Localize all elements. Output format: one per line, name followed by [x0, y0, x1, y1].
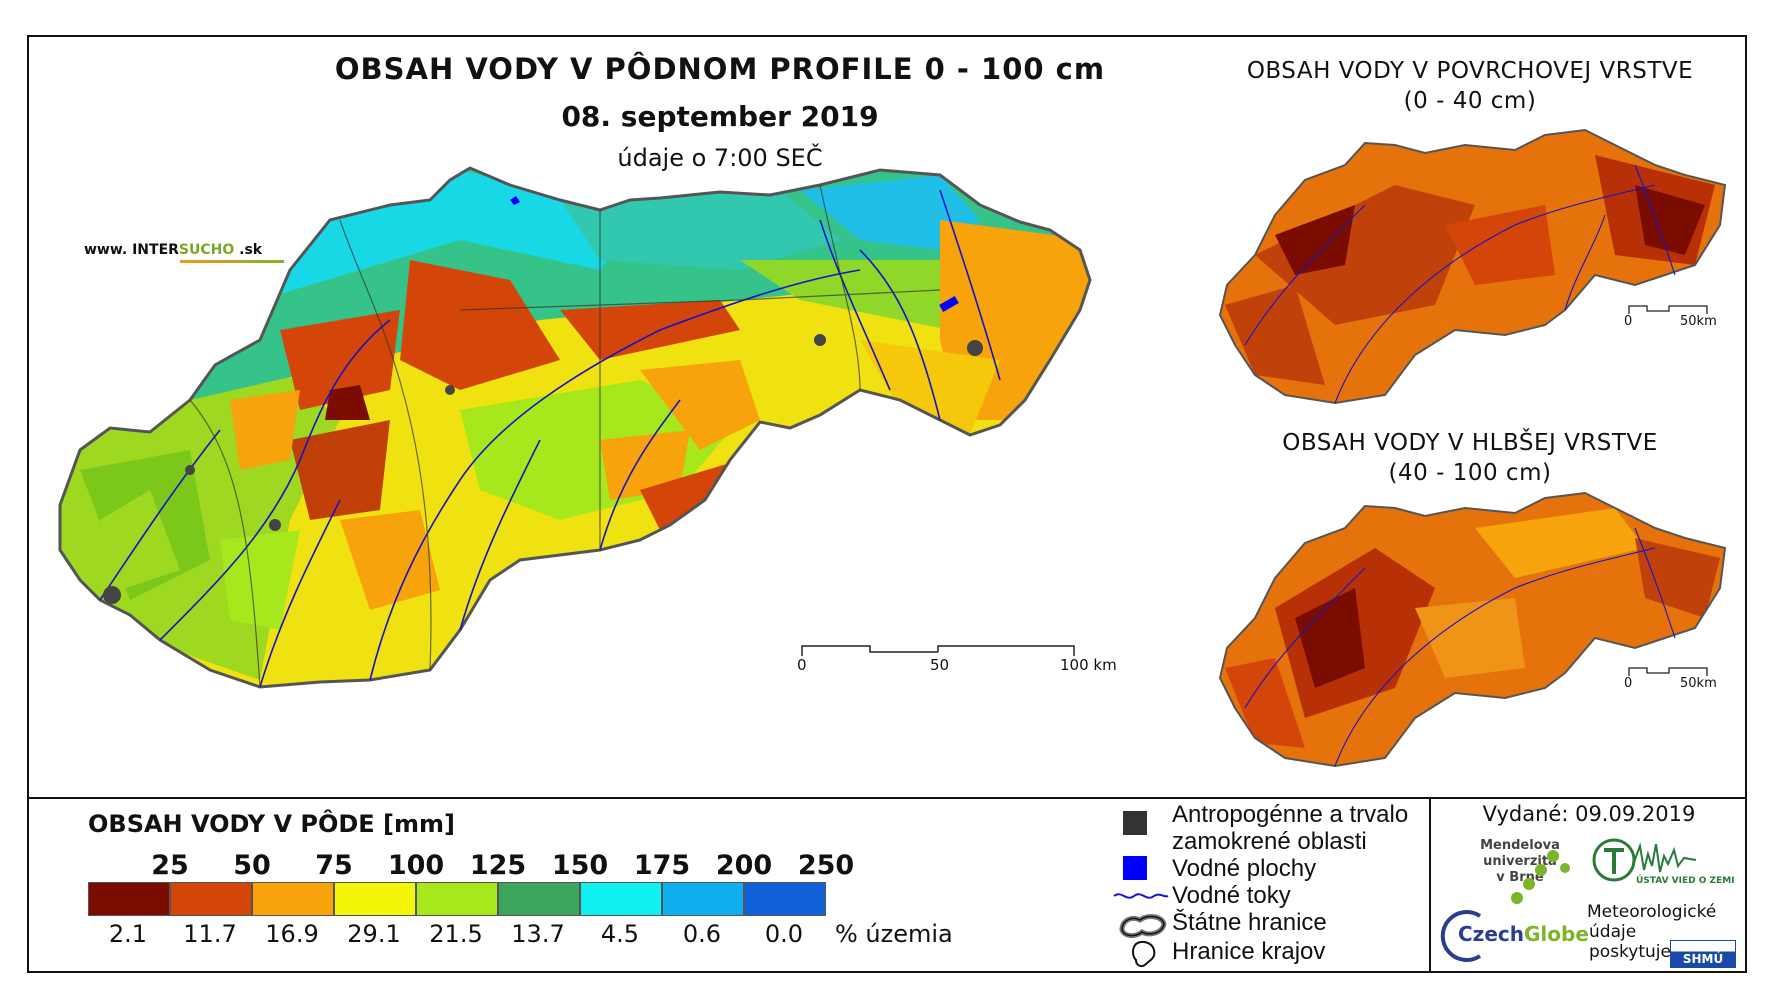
map-date: 08. september 2019: [561, 100, 879, 133]
website-suffix: .sk: [234, 242, 263, 258]
legend-threshold-label: 25: [151, 850, 189, 881]
footer-divider: [27, 797, 1747, 799]
key-label-antropogenne: Antropogénne a trvalo zamokrené oblasti: [1172, 801, 1409, 855]
uvoz-logo-text: ÚSTAV VIED O ZEMI: [1636, 876, 1735, 886]
legend-threshold-label: 150: [551, 850, 609, 881]
inset-deep-scale-50: 50km: [1680, 676, 1717, 691]
legend-percentage-label: 16.9: [265, 920, 319, 948]
website-label: www. INTERSUCHO .sk: [84, 242, 284, 263]
legend-title: OBSAH VODY V PÔDE [mm]: [88, 810, 456, 838]
legend-percentage-label: 0.0: [764, 920, 804, 948]
legend-threshold-label: 125: [469, 850, 527, 881]
inset-surface-scale: [1628, 305, 1708, 314]
region-border-icon: [1132, 941, 1156, 968]
website-prefix: www. INTER: [84, 242, 179, 258]
legend-threshold-label: 75: [315, 850, 353, 881]
map-frame: [27, 35, 1747, 973]
legend-color-box: [170, 882, 252, 916]
map-title: OBSAH VODY V PÔDNOM PROFILE 0 - 100 cm: [334, 52, 1106, 86]
scale-label-0: 0: [797, 656, 807, 674]
legend-color-box: [334, 882, 416, 916]
inset-surface-scale-0: 0: [1624, 314, 1633, 329]
meteo-provider-text: Meteorologické údaje poskytuje:: [1587, 902, 1717, 962]
legend-percentage-label: 21.5: [429, 920, 483, 948]
legend-color-box: [580, 882, 662, 916]
mendel-dots-logo: [1511, 850, 1570, 904]
inset-surface-scale-50: 50km: [1680, 314, 1717, 329]
legend-unit: % územia: [835, 920, 953, 948]
inset-surface-title: OBSAH VODY V POVRCHOVEJ VRSTVE (0 - 40 c…: [1246, 58, 1694, 114]
key-label-vodne-toky: Vodné toky: [1172, 882, 1291, 909]
inset-deep-scale-0: 0: [1624, 676, 1633, 691]
data-time-note: údaje o 7:00 SEČ: [617, 144, 823, 172]
legend-color-box: [662, 882, 744, 916]
river-line-icon: [1113, 893, 1169, 899]
legend-color-box: [252, 882, 334, 916]
scale-label-50: 50: [930, 656, 950, 674]
legend-threshold-label: 200: [715, 850, 773, 881]
legend-threshold-label: 175: [633, 850, 691, 881]
legend-percentage-label: 4.5: [600, 920, 640, 948]
issued-date: Vydané: 09.09.2019: [1482, 802, 1696, 826]
main-soil-water-map: [58, 166, 1092, 689]
uvoz-logo-icon: [1592, 838, 1697, 882]
legend-percentage-label: 29.1: [347, 920, 401, 948]
czechglobe-logo-text: CzechGlobe: [1458, 922, 1589, 946]
key-label-vodne-plochy: Vodné plochy: [1172, 855, 1317, 882]
footer-column-divider: [1429, 797, 1431, 973]
legend-color-box: [744, 882, 826, 916]
legend-percentage-label: 11.7: [183, 920, 237, 948]
legend-percentage-label: 2.1: [108, 920, 148, 948]
legend-threshold-label: 100: [387, 850, 445, 881]
legend-color-box: [88, 882, 170, 916]
shmu-logo: SHMÚ: [1670, 940, 1736, 968]
state-border-icon: [1119, 914, 1167, 939]
main-scale-bar: [801, 645, 1075, 656]
inset-deep-title: OBSAH VODY V HLBŠEJ VRSTVE (40 - 100 cm): [1282, 430, 1658, 486]
legend-threshold-label: 50: [233, 850, 271, 881]
inset-deep-map: [1218, 491, 1727, 768]
inset-surface-map: [1218, 128, 1727, 405]
scale-label-100: 100 km: [1060, 656, 1117, 674]
czechglobe-logo-icon: [1440, 910, 1482, 962]
inset-deep-scale: [1628, 667, 1708, 676]
legend-percentage-label: 13.7: [511, 920, 565, 948]
website-underline: [180, 260, 284, 263]
legend-color-box: [498, 882, 580, 916]
legend-color-box: [416, 882, 498, 916]
dark-square-icon: [1123, 811, 1147, 835]
blue-square-icon: [1123, 856, 1147, 880]
key-label-statne-hranice: Štátne hranice: [1172, 909, 1327, 936]
legend-percentage-label: 0.6: [682, 920, 722, 948]
legend-threshold-label: 250: [797, 850, 855, 881]
website-accent: SUCHO: [178, 242, 235, 258]
key-label-hranice-krajov: Hranice krajov: [1172, 938, 1326, 965]
